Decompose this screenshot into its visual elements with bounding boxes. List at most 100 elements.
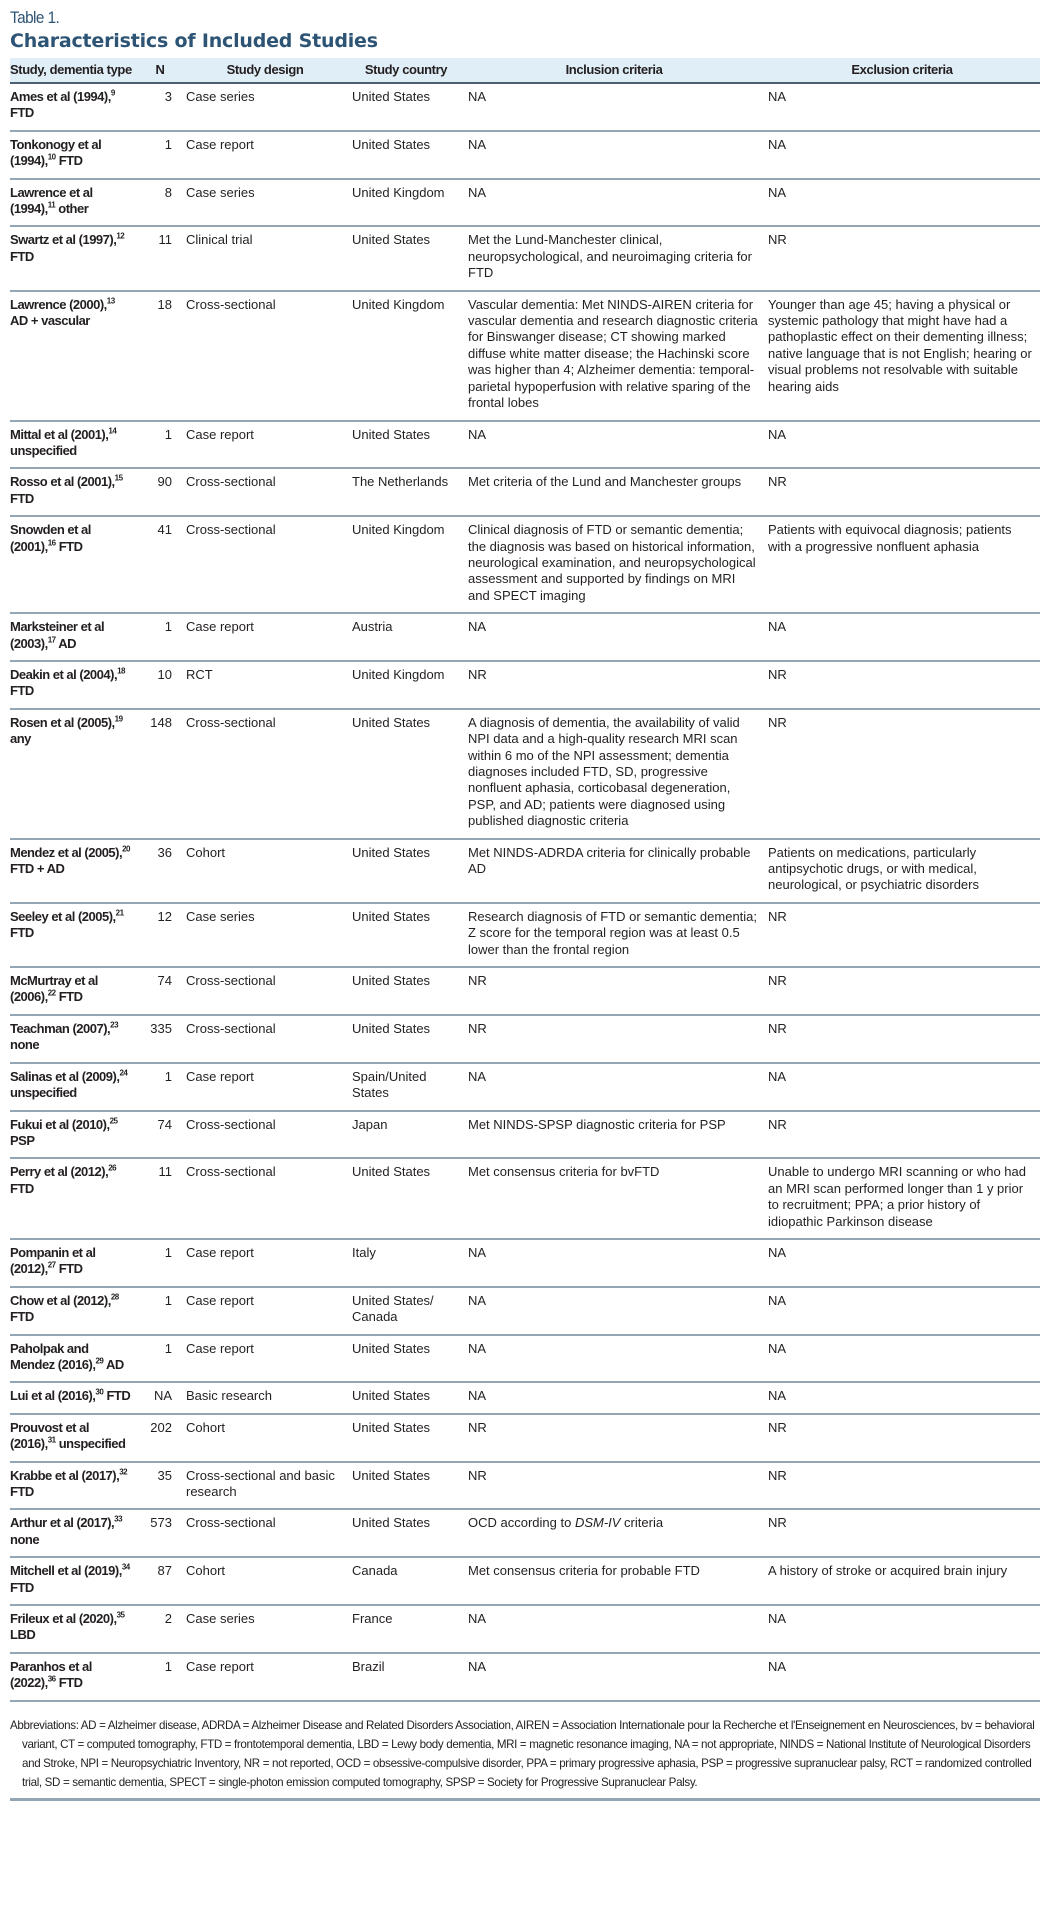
n-cell: 1 — [138, 1286, 182, 1336]
dementia-type: FTD — [55, 1261, 83, 1277]
dementia-type: none — [10, 1531, 40, 1547]
reference-number: 23 — [110, 1020, 119, 1030]
dementia-type: FTD — [55, 153, 83, 169]
design-cell: Cross-sectional — [182, 1014, 348, 1064]
n-cell: 2 — [138, 1605, 182, 1654]
design-cell: RCT — [182, 660, 348, 710]
n-cell: 1 — [138, 420, 182, 470]
studies-table: Study, dementia type N Study design Stud… — [10, 58, 1040, 1702]
inclusion-text: Vascular dementia: Met NINDS-AIREN crite… — [468, 296, 758, 411]
dementia-type: FTD + AD — [10, 861, 65, 877]
study-name: Deakin et al (2004), — [10, 666, 118, 682]
inclusion-italic: DSM-IV — [574, 1515, 621, 1531]
abbreviations-footnote: Abbreviations: AD = Alzheimer disease, A… — [10, 1702, 1040, 1801]
inclusion-cell: NA — [464, 1652, 764, 1702]
study-cell: Frileux et al (2020),35 LBD — [10, 1605, 138, 1654]
column-header-study: Study, dementia type — [10, 58, 138, 84]
n-cell: 10 — [138, 660, 182, 710]
table-row: Seeley et al (2005),21 FTD 12 Case series U… — [10, 902, 1040, 969]
table-row: Paholpak and Mendez (2016),29 AD 1 Case re… — [10, 1334, 1040, 1384]
exclusion-cell: NR — [764, 708, 1040, 840]
dementia-type: AD — [103, 1356, 124, 1372]
design-cell: Cross-sectional — [182, 1110, 348, 1160]
study-name: Lui et al (2016), — [10, 1388, 96, 1404]
country-cell: United States — [348, 902, 464, 969]
exclusion-cell: Patients with equivocal diagnosis; patie… — [764, 516, 1040, 615]
country-cell: United Kingdom — [348, 660, 464, 710]
exclusion-cell: NA — [764, 1062, 1040, 1112]
inclusion-text-post: criteria — [620, 1515, 664, 1531]
dementia-type: none — [10, 1037, 40, 1053]
inclusion-cell: Research diagnosis of FTD or semantic de… — [464, 902, 764, 969]
exclusion-cell: NR — [764, 967, 1040, 1016]
inclusion-text: NR — [468, 666, 487, 682]
country-cell: United States — [348, 226, 464, 292]
study-name: Snowden et al (2001), — [10, 522, 91, 554]
study-name: Rosen et al (2005), — [10, 714, 115, 730]
study-name: Ames et al (1994), — [10, 89, 111, 104]
study-cell: Salinas et al (2009),24 unspecified — [10, 1062, 138, 1112]
study-name: Krabbe et al (2017), — [10, 1467, 120, 1483]
exclusion-cell: NA — [764, 1605, 1040, 1654]
dementia-type: FTD — [55, 538, 83, 554]
inclusion-cell: Vascular dementia: Met NINDS-AIREN crite… — [464, 290, 764, 422]
study-cell: Perry et al (2012),26 FTD — [10, 1158, 138, 1240]
table-row: Lawrence et al (1994),11 other 8 Case seri… — [10, 178, 1040, 228]
design-cell: Case report — [182, 1062, 348, 1112]
table-row: Fukui et al (2010),25 PSP 74 Cross-section… — [10, 1110, 1040, 1160]
inclusion-text: NR — [468, 1020, 487, 1036]
inclusion-text: Met consensus criteria for probable FTD — [468, 1563, 700, 1579]
study-name: Lawrence (2000), — [10, 296, 107, 312]
inclusion-text: NA — [468, 1068, 487, 1084]
study-name: Mittal et al (2001), — [10, 426, 109, 442]
dementia-type: FTD — [10, 1579, 34, 1595]
dementia-type: unspecified — [55, 1436, 126, 1452]
table-row: Tonkonogy et al (1994),10 FTD 1 Case repor… — [10, 130, 1040, 180]
study-name: Prouvost et al (2016), — [10, 1419, 89, 1452]
exclusion-cell: NR — [764, 1014, 1040, 1064]
n-cell: 573 — [138, 1509, 182, 1559]
dementia-type: any — [10, 731, 31, 747]
inclusion-cell: NA — [464, 1605, 764, 1654]
country-cell: United States — [348, 967, 464, 1016]
inclusion-cell: Met NINDS-ADRDA criteria for clinically … — [464, 838, 764, 904]
n-cell: 8 — [138, 178, 182, 228]
study-name: Rosso et al (2001), — [10, 474, 115, 490]
n-cell: 87 — [138, 1557, 182, 1607]
reference-number: 15 — [114, 473, 123, 483]
study-cell: Marksteiner et al (2003),17 AD — [10, 613, 138, 662]
study-cell: Swartz et al (1997),12 FTD — [10, 226, 138, 292]
reference-number: 10 — [47, 152, 56, 162]
exclusion-cell: NA — [764, 1334, 1040, 1384]
exclusion-cell: NA — [764, 420, 1040, 470]
inclusion-cell: NA — [464, 613, 764, 662]
inclusion-cell: NA — [464, 1382, 764, 1415]
study-cell: Fukui et al (2010),25 PSP — [10, 1110, 138, 1160]
n-cell: 36 — [138, 838, 182, 904]
study-cell: Lawrence (2000),13 AD + vascular — [10, 290, 138, 422]
study-name: McMurtray et al (2006), — [10, 973, 98, 1005]
n-cell: 74 — [138, 1110, 182, 1160]
column-header-country: Study country — [348, 58, 464, 84]
exclusion-cell: NA — [764, 1286, 1040, 1336]
reference-number: 28 — [110, 1292, 119, 1302]
study-name: Salinas et al (2009), — [10, 1068, 120, 1084]
reference-number: 13 — [106, 296, 115, 306]
table-row: Chow et al (2012),28 FTD 1 Case report Unit… — [10, 1286, 1040, 1336]
country-cell: United States/ Canada — [348, 1286, 464, 1336]
study-cell: Mittal et al (2001),14 unspecified — [10, 420, 138, 470]
design-cell: Case report — [182, 420, 348, 470]
table-row: Prouvost et al (2016),31 unspecified 202 C… — [10, 1413, 1040, 1463]
design-cell: Case series — [182, 83, 348, 132]
exclusion-cell: NR — [764, 1509, 1040, 1559]
study-cell: Snowden et al (2001),16 FTD — [10, 516, 138, 615]
country-cell: United States — [348, 1158, 464, 1240]
exclusion-cell: Younger than age 45; having a physical o… — [764, 290, 1040, 422]
n-cell: 335 — [138, 1014, 182, 1064]
study-name: Arthur et al (2017), — [10, 1515, 115, 1531]
exclusion-cell: NA — [764, 130, 1040, 180]
inclusion-cell: Met the Lund-Manchester clinical, neurop… — [464, 226, 764, 292]
design-cell: Case report — [182, 1238, 348, 1288]
n-cell: 1 — [138, 1062, 182, 1112]
inclusion-cell: NA — [464, 1334, 764, 1384]
